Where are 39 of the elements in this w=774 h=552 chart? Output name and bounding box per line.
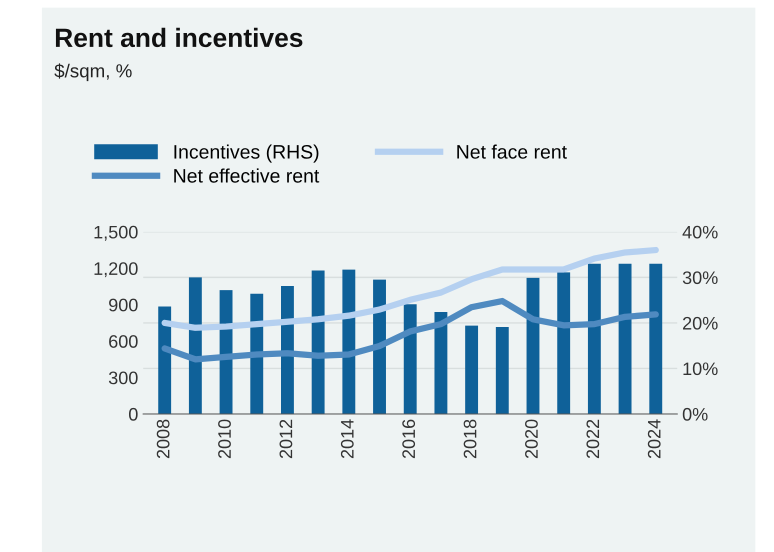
y2-tick-label: 10%	[683, 362, 718, 376]
bar	[188, 277, 202, 414]
bar	[312, 270, 325, 414]
x-tick-label: 2024	[648, 419, 661, 458]
chart-subtitle: $/sqm, %	[54, 63, 132, 82]
bar	[342, 270, 356, 414]
y2-tick-label: 20%	[683, 316, 718, 330]
y-tick-label: 300	[108, 372, 138, 384]
x-tick-label: 2016	[402, 420, 416, 458]
legend-label: Incentives (RHS)	[174, 144, 318, 163]
y2-tick-label: 0%	[682, 408, 708, 421]
y-tick-label: 0	[128, 408, 138, 421]
y-tick-label: 600	[109, 335, 138, 348]
bar	[618, 264, 632, 414]
bar	[526, 278, 540, 414]
bar	[404, 304, 417, 414]
bar	[649, 264, 662, 414]
bar	[434, 312, 448, 414]
x-tick-label: 2018	[464, 420, 476, 458]
bar	[588, 264, 601, 414]
y2-tick-label: 40%	[682, 226, 718, 239]
bar	[373, 280, 386, 414]
x-tick-label: 2010	[218, 420, 231, 458]
x-tick-label: 2012	[280, 420, 292, 458]
legend-label: Net face rent	[457, 144, 567, 159]
chart-title: Rent and incentives	[56, 28, 302, 48]
legend-label: Net effective rent	[174, 168, 320, 183]
x-tick-label: 2014	[340, 419, 354, 458]
y-tick-label: 1,200	[94, 262, 138, 278]
bar	[496, 327, 509, 414]
y-tick-label: 900	[109, 298, 138, 312]
bar	[158, 306, 172, 414]
x-tick-label: 2020	[525, 420, 538, 458]
x-tick-label: 2022	[586, 420, 600, 458]
y2-tick-label: 30%	[682, 271, 718, 284]
x-tick-label: 2008	[156, 420, 170, 458]
bar	[557, 272, 570, 414]
bar	[465, 326, 478, 414]
y-tick-label: 1,500	[94, 226, 138, 241]
